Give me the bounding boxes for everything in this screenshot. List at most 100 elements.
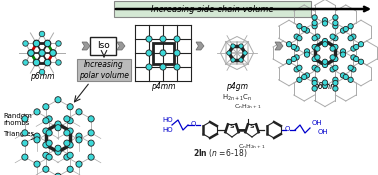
Circle shape bbox=[44, 40, 51, 47]
Text: p4mm: p4mm bbox=[151, 82, 175, 91]
Circle shape bbox=[348, 24, 353, 29]
Circle shape bbox=[294, 34, 299, 39]
Polygon shape bbox=[82, 42, 90, 50]
Circle shape bbox=[343, 26, 349, 32]
Circle shape bbox=[33, 59, 40, 66]
Text: S: S bbox=[250, 124, 254, 129]
Circle shape bbox=[34, 109, 40, 115]
Circle shape bbox=[340, 28, 345, 33]
Circle shape bbox=[287, 59, 292, 64]
Text: Random
rhombs: Random rhombs bbox=[3, 113, 32, 126]
Circle shape bbox=[231, 58, 235, 62]
Text: $\mathsf{C_nH_{2n+1}}$: $\mathsf{C_nH_{2n+1}}$ bbox=[234, 102, 262, 111]
Circle shape bbox=[330, 34, 335, 39]
Circle shape bbox=[43, 152, 49, 158]
Circle shape bbox=[330, 55, 335, 60]
Circle shape bbox=[67, 128, 73, 134]
Circle shape bbox=[322, 42, 328, 47]
Text: O: O bbox=[284, 126, 290, 132]
Circle shape bbox=[67, 152, 73, 158]
Circle shape bbox=[312, 77, 317, 82]
Circle shape bbox=[88, 154, 94, 160]
Circle shape bbox=[55, 97, 61, 103]
Circle shape bbox=[322, 62, 328, 68]
Circle shape bbox=[312, 80, 317, 86]
Circle shape bbox=[294, 55, 299, 60]
Circle shape bbox=[243, 51, 247, 55]
Circle shape bbox=[348, 36, 353, 41]
Circle shape bbox=[56, 41, 61, 46]
Circle shape bbox=[67, 104, 73, 110]
Circle shape bbox=[44, 59, 51, 66]
Circle shape bbox=[322, 80, 328, 85]
Circle shape bbox=[76, 133, 82, 139]
Circle shape bbox=[39, 50, 45, 56]
FancyBboxPatch shape bbox=[90, 37, 116, 55]
Circle shape bbox=[340, 52, 345, 57]
Circle shape bbox=[315, 46, 320, 51]
Circle shape bbox=[315, 34, 320, 39]
Circle shape bbox=[322, 18, 328, 23]
Circle shape bbox=[55, 149, 61, 155]
Circle shape bbox=[294, 67, 299, 72]
Circle shape bbox=[160, 36, 166, 42]
Circle shape bbox=[76, 137, 82, 143]
Circle shape bbox=[312, 86, 317, 91]
Circle shape bbox=[333, 24, 338, 29]
Text: $\mathsf{H_{2n+1}C_n}$: $\mathsf{H_{2n+1}C_n}$ bbox=[222, 93, 253, 103]
Circle shape bbox=[43, 118, 49, 124]
Circle shape bbox=[333, 20, 338, 26]
Text: p4gm: p4gm bbox=[226, 82, 248, 91]
Circle shape bbox=[39, 69, 45, 75]
Text: Iso: Iso bbox=[97, 41, 109, 51]
Text: p6mm: p6mm bbox=[313, 82, 337, 91]
Circle shape bbox=[333, 36, 338, 41]
Circle shape bbox=[333, 65, 338, 70]
Circle shape bbox=[231, 44, 235, 48]
Circle shape bbox=[76, 161, 82, 167]
Circle shape bbox=[315, 55, 320, 60]
Circle shape bbox=[67, 166, 73, 172]
Circle shape bbox=[315, 67, 320, 72]
Circle shape bbox=[239, 58, 243, 62]
Circle shape bbox=[333, 86, 338, 91]
Circle shape bbox=[312, 20, 317, 26]
FancyBboxPatch shape bbox=[114, 1, 311, 17]
Circle shape bbox=[146, 64, 152, 70]
Text: HO: HO bbox=[162, 127, 173, 133]
Circle shape bbox=[312, 56, 317, 62]
Circle shape bbox=[23, 41, 28, 46]
Circle shape bbox=[312, 44, 317, 50]
Circle shape bbox=[312, 65, 317, 70]
Circle shape bbox=[50, 50, 56, 56]
Circle shape bbox=[291, 44, 296, 50]
Circle shape bbox=[174, 64, 180, 70]
Polygon shape bbox=[196, 42, 204, 50]
Circle shape bbox=[297, 77, 302, 82]
Circle shape bbox=[340, 49, 345, 54]
Circle shape bbox=[146, 36, 152, 42]
Circle shape bbox=[322, 59, 328, 64]
Text: Increasing
polar volume: Increasing polar volume bbox=[79, 60, 129, 80]
Circle shape bbox=[160, 50, 166, 56]
Polygon shape bbox=[117, 42, 125, 50]
Circle shape bbox=[64, 154, 70, 160]
Circle shape bbox=[330, 67, 335, 72]
Circle shape bbox=[43, 142, 49, 148]
Circle shape bbox=[297, 24, 302, 29]
Circle shape bbox=[146, 50, 152, 56]
Circle shape bbox=[34, 137, 40, 143]
Text: $\mathsf{C_nH_{2n+1}}$: $\mathsf{C_nH_{2n+1}}$ bbox=[238, 142, 266, 151]
Circle shape bbox=[34, 161, 40, 167]
Text: p6mm: p6mm bbox=[30, 72, 54, 81]
Circle shape bbox=[64, 130, 70, 136]
Circle shape bbox=[322, 21, 328, 26]
Circle shape bbox=[34, 133, 40, 139]
Text: Increasing side-chain volume: Increasing side-chain volume bbox=[151, 5, 273, 13]
Circle shape bbox=[312, 36, 317, 41]
Circle shape bbox=[23, 60, 28, 65]
Circle shape bbox=[304, 73, 310, 78]
Circle shape bbox=[297, 36, 302, 41]
Circle shape bbox=[227, 51, 231, 55]
Circle shape bbox=[22, 130, 28, 136]
